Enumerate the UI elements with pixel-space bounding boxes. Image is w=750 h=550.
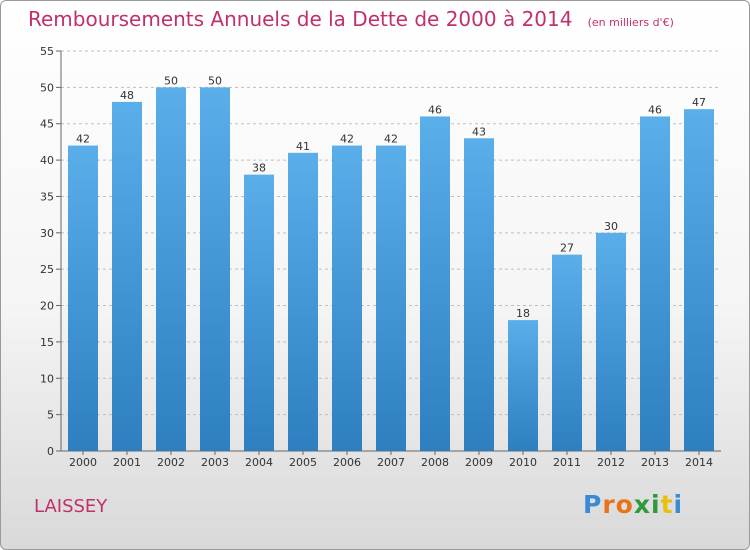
bar — [508, 320, 538, 451]
bar — [288, 152, 318, 451]
x-tick-label: 2010 — [509, 456, 537, 469]
x-tick-label: 2007 — [377, 456, 405, 469]
y-tick-label: 10 — [40, 372, 54, 385]
chart-title: Remboursements Annuels de la Dette de 20… — [28, 7, 573, 31]
data-label: 42 — [76, 133, 90, 146]
x-tick-label: 2000 — [69, 456, 97, 469]
x-tick-label: 2008 — [421, 456, 449, 469]
x-tick-label: 2004 — [245, 456, 273, 469]
bar — [420, 116, 450, 452]
logo-letter: P — [583, 490, 603, 519]
data-label: 18 — [516, 307, 530, 320]
data-label: 42 — [384, 133, 398, 146]
bar — [156, 87, 186, 451]
bar — [332, 145, 362, 451]
bar — [200, 87, 230, 451]
data-label: 43 — [472, 125, 486, 138]
x-tick-label: 2012 — [597, 456, 625, 469]
logo-letter: x — [633, 490, 651, 519]
x-tick-label: 2005 — [289, 456, 317, 469]
bar — [684, 109, 714, 451]
logo-letter: i — [673, 490, 684, 519]
bar — [112, 101, 142, 451]
x-tick-label: 2009 — [465, 456, 493, 469]
x-tick-label: 2002 — [157, 456, 185, 469]
y-tick-label: 45 — [40, 118, 54, 131]
commune-name: LAISSEY — [34, 496, 108, 517]
chart-title-line: Remboursements Annuels de la Dette de 20… — [28, 7, 674, 31]
y-tick-label: 15 — [40, 336, 54, 349]
data-label: 42 — [340, 133, 354, 146]
data-label: 30 — [604, 220, 618, 233]
chart-subtitle: (en milliers d'€) — [587, 16, 674, 29]
y-tick-label: 20 — [40, 300, 54, 313]
logo-letter: o — [615, 490, 634, 519]
data-label: 50 — [164, 74, 178, 87]
logo-letter: i — [651, 490, 661, 519]
data-label: 41 — [296, 140, 310, 153]
data-label: 47 — [692, 96, 706, 109]
y-tick-label: 50 — [40, 81, 54, 94]
data-label: 27 — [560, 242, 574, 255]
data-label: 46 — [428, 103, 442, 116]
bar — [376, 145, 406, 451]
y-tick-label: 0 — [47, 445, 54, 458]
x-tick-label: 2003 — [201, 456, 229, 469]
data-label: 48 — [120, 89, 134, 102]
y-tick-label: 5 — [47, 409, 54, 422]
logo-letter: t — [660, 490, 674, 519]
y-tick-label: 55 — [40, 45, 54, 58]
x-tick-label: 2001 — [113, 456, 141, 469]
bar — [596, 232, 626, 451]
data-label: 38 — [252, 162, 266, 175]
data-label: 46 — [648, 103, 662, 116]
bar — [464, 138, 494, 452]
bar — [244, 174, 274, 452]
y-tick-label: 40 — [40, 154, 54, 167]
x-tick-label: 2011 — [553, 456, 581, 469]
bar — [640, 116, 670, 452]
y-tick-label: 35 — [40, 190, 54, 203]
x-tick-label: 2013 — [641, 456, 669, 469]
x-tick-label: 2006 — [333, 456, 361, 469]
y-tick-label: 30 — [40, 227, 54, 240]
bar — [552, 254, 582, 451]
data-label: 50 — [208, 74, 222, 87]
bar — [68, 145, 98, 451]
proxiti-logo: Proxiti — [583, 490, 683, 519]
logo-letter: r — [602, 490, 616, 519]
x-tick-label: 2014 — [685, 456, 713, 469]
y-tick-label: 25 — [40, 263, 54, 276]
